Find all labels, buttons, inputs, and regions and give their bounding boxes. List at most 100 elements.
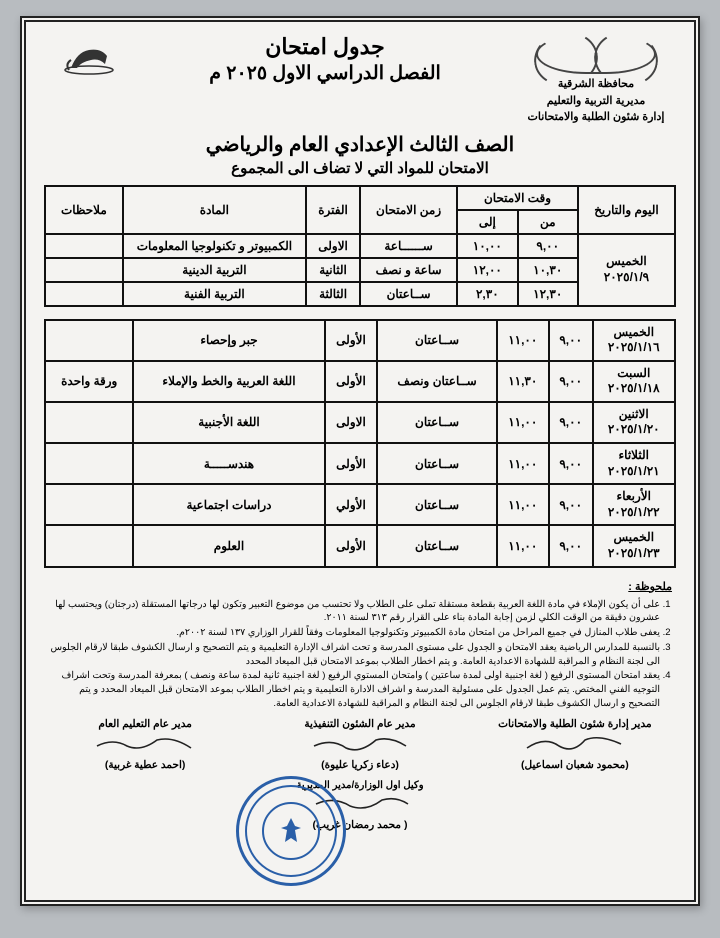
cell-notes bbox=[45, 484, 133, 525]
cell-from: ٩,٠٠ bbox=[549, 361, 593, 402]
sig-right-name: (محمود شعبان اسماعيل) bbox=[474, 758, 676, 774]
schedule-table-1: اليوم والتاريخ وقت الامتحان زمن الامتحان… bbox=[44, 185, 676, 307]
semester-line: الفصل الدراسي الاول ٢٠٢٥ م bbox=[134, 62, 516, 85]
cell-subj: التربية الفنية bbox=[123, 282, 306, 306]
table-row: الثلاثاء٢٠٢٥/١/٢١٩,٠٠١١,٠٠ســاعتانالأولى… bbox=[45, 443, 675, 484]
col-from: من bbox=[518, 210, 578, 234]
col-time-group: وقت الامتحان bbox=[457, 186, 578, 210]
cell-per: الثانية bbox=[306, 258, 360, 282]
cell-per: الأولى bbox=[325, 443, 378, 484]
department: إدارة شئون الطلبة والامتحانات bbox=[516, 109, 676, 126]
cell-to: ١١,٠٠ bbox=[497, 443, 549, 484]
sig-left-name: (احمد عطية غربية) bbox=[44, 758, 246, 774]
cell-per: الأولى bbox=[325, 361, 378, 402]
cell-from: ٩,٠٠ bbox=[549, 484, 593, 525]
cell-from: ٩,٠٠ bbox=[549, 443, 593, 484]
table-row: الاثنين٢٠٢٥/١/٢٠٩,٠٠١١,٠٠ســاعتانالاولىا… bbox=[45, 402, 675, 443]
cell-subj: اللغة الأجنبية bbox=[133, 402, 324, 443]
cell-dur: ســــــاعة bbox=[360, 234, 457, 258]
cell-per: الاولى bbox=[325, 402, 378, 443]
col-subject: المادة bbox=[123, 186, 306, 234]
sig-center-title: مدير عام الشئون التنفيذية bbox=[259, 717, 461, 733]
cell-to: ١٠,٠٠ bbox=[457, 234, 517, 258]
cell-dur: ساعة و نصف bbox=[360, 258, 457, 282]
governorate: محافظة الشرقية bbox=[516, 76, 676, 93]
signature-left: مدير عام التعليم العام (احمد عطية غربية) bbox=[44, 717, 246, 834]
cell-from: ٩,٠٠ bbox=[549, 320, 593, 361]
cell-dur: ســاعتان bbox=[377, 525, 496, 566]
cell-day: الخميس٢٠٢٥/١/٢٣ bbox=[593, 525, 676, 566]
cell-from: ٩,٠٠ bbox=[518, 234, 578, 258]
cell-to: ١١,٠٠ bbox=[497, 525, 549, 566]
cell-per: الاولى bbox=[306, 234, 360, 258]
cell-per: الأولي bbox=[325, 484, 378, 525]
schedule-table-2: الخميس٢٠٢٥/١/١٦٩,٠٠١١,٠٠ســاعتانالأولىجب… bbox=[44, 319, 676, 568]
cell-to: ١١,٠٠ bbox=[497, 402, 549, 443]
cell-dur: ســاعتان bbox=[377, 443, 496, 484]
cell-to: ١١,٠٠ bbox=[497, 320, 549, 361]
cell-from: ٩,٠٠ bbox=[549, 525, 593, 566]
cell-day: الأربعاء٢٠٢٥/١/٢٢ bbox=[593, 484, 676, 525]
col-to: إلى bbox=[457, 210, 517, 234]
cell-notes bbox=[45, 282, 123, 306]
cell-dur: ســاعتان bbox=[377, 320, 496, 361]
cell-subj: الكمبيوتر و تكنولوجيا المعلومات bbox=[123, 234, 306, 258]
cell-day: الثلاثاء٢٠٢٥/١/٢١ bbox=[593, 443, 676, 484]
table-row: الخميس٢٠٢٥/١/١٦٩,٠٠١١,٠٠ســاعتانالأولىجب… bbox=[45, 320, 675, 361]
header: محافظة الشرقية مديرية التربية والتعليم إ… bbox=[44, 34, 676, 126]
cell-from: ٩,٠٠ bbox=[549, 402, 593, 443]
footnote-item: بالنسبة للمدارس الرياضية يعقد الامتحان و… bbox=[48, 641, 660, 669]
footnote-item: على أن يكون الإملاء في مادة اللغة العربي… bbox=[48, 598, 660, 626]
sub-title: الامتحان للمواد التي لا تضاف الى المجموع bbox=[44, 159, 676, 177]
cell-to: ٢,٣٠ bbox=[457, 282, 517, 306]
document-page: محافظة الشرقية مديرية التربية والتعليم إ… bbox=[20, 16, 700, 906]
signature-scribble-icon bbox=[310, 734, 410, 752]
header-title-block: جدول امتحان الفصل الدراسي الاول ٢٠٢٥ م bbox=[134, 34, 516, 85]
col-period: الفترة bbox=[306, 186, 360, 234]
cell-day: السبت٢٠٢٥/١/١٨ bbox=[593, 361, 676, 402]
main-title: جدول امتحان bbox=[134, 34, 516, 60]
footnote-item: يعقد امتحان المستوى الرفيع ( لغة اجنبية … bbox=[48, 669, 660, 710]
col-duration: زمن الامتحان bbox=[360, 186, 457, 234]
cell-notes bbox=[45, 234, 123, 258]
cell-notes bbox=[45, 443, 133, 484]
cell-to: ١١,٣٠ bbox=[497, 361, 549, 402]
cell-notes bbox=[45, 258, 123, 282]
sig-right-title: مدير إدارة شئون الطلبة والامتحانات bbox=[474, 717, 676, 733]
cell-per: الأولى bbox=[325, 525, 378, 566]
cell-per: الأولى bbox=[325, 320, 378, 361]
horse-logo-icon bbox=[61, 34, 117, 78]
grade-title: الصف الثالث الإعدادي العام والرياضي bbox=[44, 132, 676, 157]
table-row: الخميس٢٠٢٥/١/٩٩,٠٠١٠,٠٠ســــــاعةالاولىا… bbox=[45, 234, 675, 258]
cell-notes bbox=[45, 320, 133, 361]
cell-subj: التربية الدينية bbox=[123, 258, 306, 282]
cell-day: الخميس٢٠٢٥/١/١٦ bbox=[593, 320, 676, 361]
signature-scribble-icon bbox=[95, 734, 195, 752]
cell-day: الاثنين٢٠٢٥/١/٢٠ bbox=[593, 402, 676, 443]
header-logo bbox=[44, 34, 134, 83]
cell-to: ١١,٠٠ bbox=[497, 484, 549, 525]
col-day: اليوم والتاريخ bbox=[578, 186, 675, 234]
col-notes: ملاحظات bbox=[45, 186, 123, 234]
signature-scribble-icon bbox=[525, 734, 625, 752]
footnote-item: يعفى طلاب المنازل في جميع المراحل من امت… bbox=[48, 626, 660, 640]
cell-dur: ســاعتان bbox=[377, 402, 496, 443]
cell-notes bbox=[45, 402, 133, 443]
cell-subj: دراسات اجتماعية bbox=[133, 484, 324, 525]
cell-dur: ســاعتان bbox=[360, 282, 457, 306]
cell-from: ١٢,٣٠ bbox=[518, 282, 578, 306]
cell-subj: اللغة العربية والخط والإملاء bbox=[133, 361, 324, 402]
footnotes: ملحوظة : على أن يكون الإملاء في مادة الل… bbox=[44, 580, 676, 711]
cell-from: ١٠,٣٠ bbox=[518, 258, 578, 282]
sig-left-title: مدير عام التعليم العام bbox=[44, 717, 246, 733]
footnote-title: ملحوظة : bbox=[628, 581, 672, 593]
cell-to: ١٢,٠٠ bbox=[457, 258, 517, 282]
cell-dur: ســاعتان ونصف bbox=[377, 361, 496, 402]
directorate: مديرية التربية والتعليم bbox=[516, 93, 676, 110]
signature-right: مدير إدارة شئون الطلبة والامتحانات (محمو… bbox=[474, 717, 676, 834]
signatures-row: مدير إدارة شئون الطلبة والامتحانات (محمو… bbox=[44, 717, 676, 834]
table-row: الأربعاء٢٠٢٥/١/٢٢٩,٠٠١١,٠٠ســاعتانالأولي… bbox=[45, 484, 675, 525]
eagle-icon bbox=[278, 816, 304, 846]
cell-notes bbox=[45, 525, 133, 566]
wreath-icon bbox=[536, 34, 656, 74]
